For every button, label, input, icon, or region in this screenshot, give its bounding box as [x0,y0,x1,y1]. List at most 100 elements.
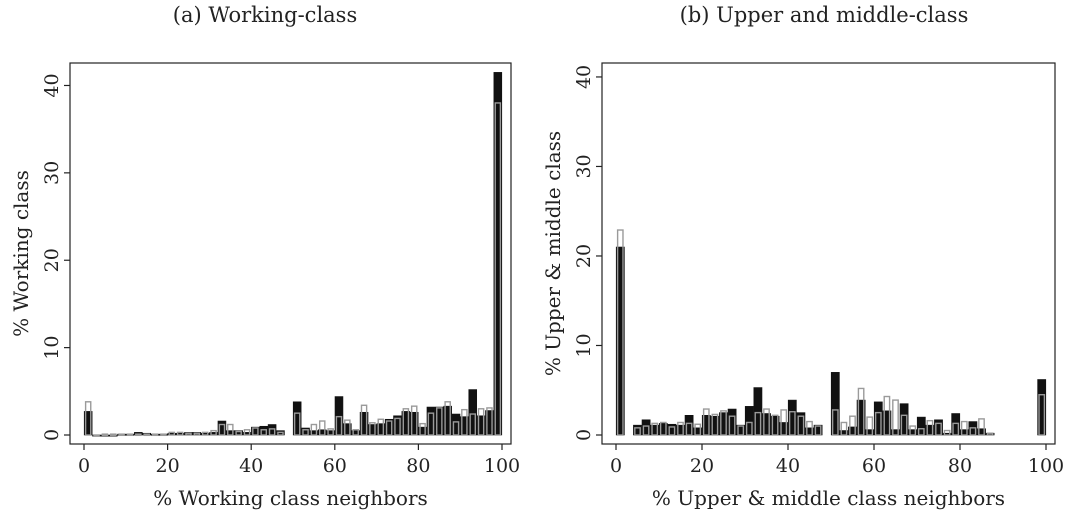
bar-outline [900,414,908,436]
bar-outline [874,411,882,436]
bar-outline [352,429,359,436]
bar-outline [788,411,796,436]
bar-outline [469,413,477,436]
x-tick-label: 80 [406,455,430,477]
bar-outline [477,408,485,436]
bar-outline [642,425,650,436]
panel-title: (b) Upper and middle-class [680,3,969,27]
x-tick-label: 60 [862,455,886,477]
x-tick-label: 20 [690,455,714,477]
bar-outline [771,414,779,436]
bar-outline [909,425,917,436]
bar-outline [101,433,109,437]
panel-a: (a) Working-class 0 10 20 30 40 0 20 40 60 80 100 % … [9,3,520,510]
bar-outline [737,425,745,436]
bar-outline [436,407,443,436]
y-tick-label: 40 [41,73,63,97]
bar-outline [385,420,393,436]
bar-outline [754,411,762,436]
bar-outline [151,433,159,437]
x-axis-label: % Working class neighbors [153,486,428,510]
bar-outline [651,422,659,436]
bar-outline [677,421,684,436]
bar-outline [118,433,125,437]
panel-b: (b) Upper and middle-class 0 10 20 30 40 0 20 40… [541,3,1064,510]
bar-outline [327,428,334,436]
bar-outline [310,423,318,436]
bar-outline [702,408,710,436]
y-tick-label: 40 [573,65,595,89]
bar-outline [978,418,985,436]
bar-outline [814,425,822,436]
y-axis-label: % Upper & middle class [541,131,565,376]
x-tick-label: 40 [776,455,800,477]
bar-outline [201,431,209,436]
bar-outline [685,422,693,436]
bar-outline [252,427,259,436]
plot-frame [601,62,1056,445]
bar-outline [634,427,641,436]
bar-outline [1038,394,1046,436]
bar-outline [176,431,184,436]
bar-outline [892,399,899,436]
bar-outline [168,431,176,436]
bar-outline [960,420,968,436]
bar-outline [763,408,770,436]
bar-outline [840,421,848,436]
bar-outline [268,428,276,436]
bar-outline [93,434,100,437]
bar-outline [849,415,856,436]
bar-outline [109,433,117,437]
bar-outline [277,431,284,436]
bar-outline [952,422,960,436]
bar-outline [728,415,736,436]
bar-outline [193,432,201,436]
y-axis-label: % Working class [9,170,33,337]
y-tick-label: 30 [41,161,63,185]
x-tick-label: 100 [484,455,520,477]
bar-outline [427,412,435,436]
x-tick-label: 0 [610,455,622,477]
x-tick-label: 40 [239,455,263,477]
bar-outline [218,423,226,436]
bar-outline [335,415,343,436]
bar-outline [797,415,805,436]
bar-outline [935,422,942,436]
bar-outline [243,429,251,436]
bar-outline [866,416,874,436]
bar-outline [720,410,727,436]
bar-outline [419,422,426,436]
bar-outline [668,426,676,436]
x-axis-label: % Upper & middle class neighbors [652,486,1005,510]
y-tick-label: 20 [41,248,63,272]
x-tick-label: 20 [156,455,180,477]
bar-outline [926,419,934,436]
bar-outline [210,429,217,436]
x-tick-label: 80 [948,455,972,477]
x-tick-label: 60 [323,455,347,477]
y-tick-label: 20 [573,244,595,268]
bar-outline [883,395,891,436]
bar-outline [302,429,309,436]
bar-outline [969,427,977,436]
bar-outline [616,229,624,436]
y-tick-label: 10 [41,336,63,360]
bar-outline [452,421,460,436]
bar-outline [694,423,702,436]
bar-outline [126,433,134,437]
bar-outline [293,412,301,436]
bar-outline [461,408,468,436]
bar-outline [659,421,667,436]
bar-outline [318,420,326,436]
bar-outline [711,413,719,436]
bar-outline [857,387,865,436]
bar-outline [185,432,192,436]
bar-outline [377,418,385,436]
bar-outline [135,433,142,437]
y-tick-label: 30 [573,154,595,178]
bar-outline [227,423,234,436]
bar-outline [369,422,376,436]
panel-title: (a) Working-class [173,3,357,27]
bar-outline [745,421,753,436]
